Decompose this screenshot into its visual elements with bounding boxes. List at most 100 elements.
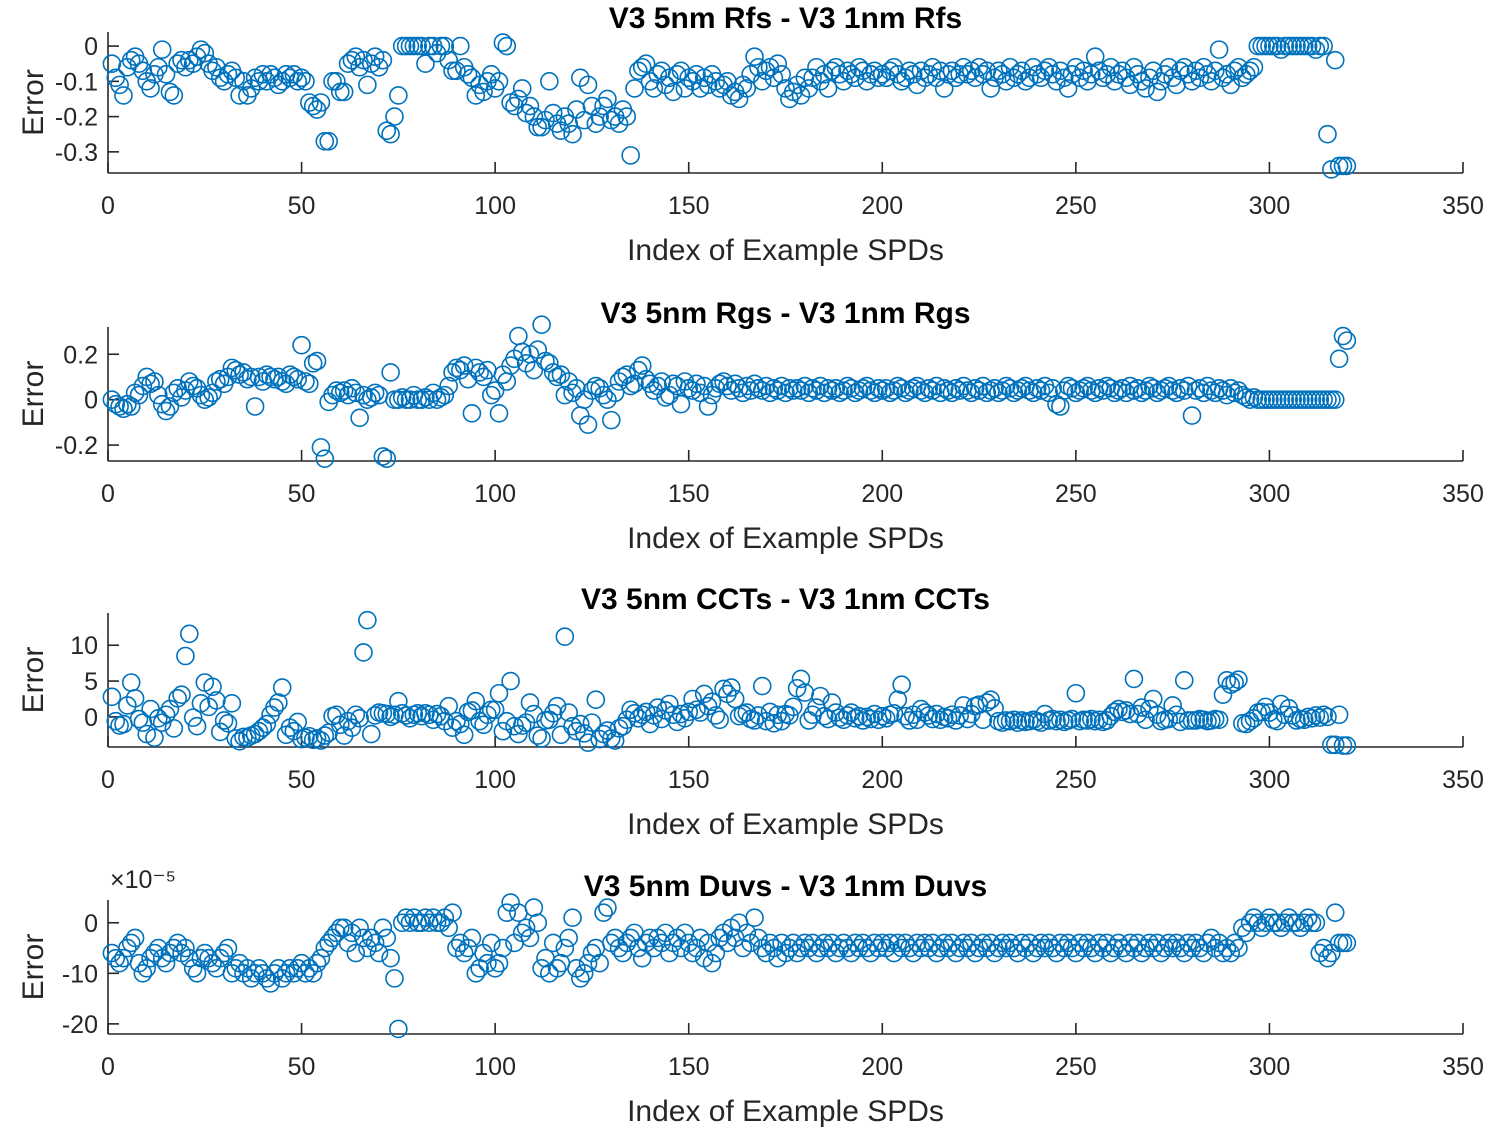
data-point — [1229, 670, 1248, 689]
data-point — [938, 709, 958, 728]
x-tick-label: 350 — [1442, 480, 1484, 508]
data-point — [373, 447, 393, 466]
data-point — [749, 379, 768, 398]
data-point — [137, 958, 157, 978]
data-point — [973, 710, 993, 730]
data-point — [168, 688, 187, 708]
x-tick-label: 100 — [474, 766, 516, 794]
data-point — [791, 381, 811, 400]
data-point — [1333, 326, 1353, 346]
data-point — [381, 948, 400, 968]
data-point — [667, 65, 687, 84]
data-point — [493, 33, 513, 52]
x-tick-label: 0 — [101, 480, 115, 508]
data-point — [412, 36, 431, 56]
data-point — [269, 693, 288, 712]
data-point — [1314, 36, 1333, 56]
data-point — [493, 721, 513, 741]
data-point — [559, 703, 579, 722]
data-point — [756, 711, 776, 731]
data-point — [555, 938, 575, 958]
x-tick-label: 250 — [1055, 192, 1097, 220]
data-point — [660, 943, 679, 963]
data-point — [1217, 671, 1237, 690]
data-point — [1155, 938, 1175, 958]
data-point — [392, 388, 412, 407]
data-point — [191, 948, 211, 968]
data-point — [381, 124, 400, 144]
data-point — [512, 79, 532, 98]
data-point — [1171, 379, 1190, 398]
data-point — [555, 627, 575, 646]
data-point — [361, 724, 381, 744]
y-axis-label: Error — [17, 647, 50, 714]
y-axis-label: Error — [17, 361, 50, 428]
data-point — [1066, 683, 1086, 703]
data-point — [520, 928, 540, 948]
data-point — [1310, 36, 1330, 56]
x-tick-label: 350 — [1442, 1053, 1484, 1081]
data-point — [861, 709, 880, 729]
data-point — [377, 449, 397, 469]
x-axis-label: Index of Example SPDs — [627, 808, 944, 841]
data-point — [830, 708, 850, 727]
data-point — [605, 383, 625, 403]
data-point — [1004, 710, 1024, 730]
y-tick-label: 0 — [84, 33, 98, 61]
data-point — [900, 61, 919, 81]
data-point — [632, 356, 652, 375]
data-point — [780, 706, 799, 725]
data-point — [187, 964, 207, 983]
data-point — [578, 75, 598, 95]
data-point — [884, 381, 904, 400]
data-point — [1337, 736, 1357, 755]
data-point — [783, 697, 803, 717]
data-point — [454, 725, 474, 745]
data-series — [102, 893, 1357, 1039]
x-tick-label: 250 — [1055, 766, 1097, 794]
data-point — [512, 716, 532, 735]
data-point — [377, 121, 397, 140]
data-point — [377, 704, 397, 724]
data-point — [1329, 933, 1349, 953]
data-point — [412, 913, 431, 933]
data-point — [532, 729, 551, 748]
data-point — [617, 107, 637, 126]
data-point — [962, 383, 981, 403]
data-point — [481, 933, 501, 953]
y-tick-label: 5 — [84, 668, 98, 696]
data-point — [660, 694, 679, 714]
data-point — [439, 696, 458, 716]
x-tick-label: 300 — [1249, 192, 1291, 220]
data-point — [1248, 390, 1268, 409]
data-point — [818, 79, 838, 98]
data-point — [1260, 36, 1279, 56]
data-point — [350, 918, 369, 938]
data-point — [114, 86, 133, 105]
data-point — [226, 729, 246, 748]
x-tick-label: 100 — [474, 192, 516, 220]
data-point — [621, 146, 640, 165]
data-point — [462, 404, 482, 423]
data-point — [125, 688, 145, 708]
data-point — [543, 933, 563, 953]
data-point — [1267, 36, 1287, 56]
data-point — [524, 898, 544, 917]
data-point — [586, 938, 606, 958]
data-point — [969, 381, 989, 400]
x-tick-label: 250 — [1055, 1053, 1097, 1081]
data-point — [559, 928, 579, 948]
data-point — [780, 379, 799, 398]
chart-title: V3 5nm Rgs - V3 1nm Rgs — [600, 297, 970, 330]
data-point — [323, 385, 342, 405]
data-point — [1325, 50, 1345, 70]
data-point — [1337, 933, 1357, 953]
data-point — [1256, 390, 1275, 409]
data-series — [102, 315, 1357, 469]
data-point — [354, 385, 373, 405]
data-point — [121, 673, 141, 692]
data-point — [900, 711, 919, 730]
data-point — [1143, 689, 1163, 709]
data-point — [1105, 702, 1124, 722]
